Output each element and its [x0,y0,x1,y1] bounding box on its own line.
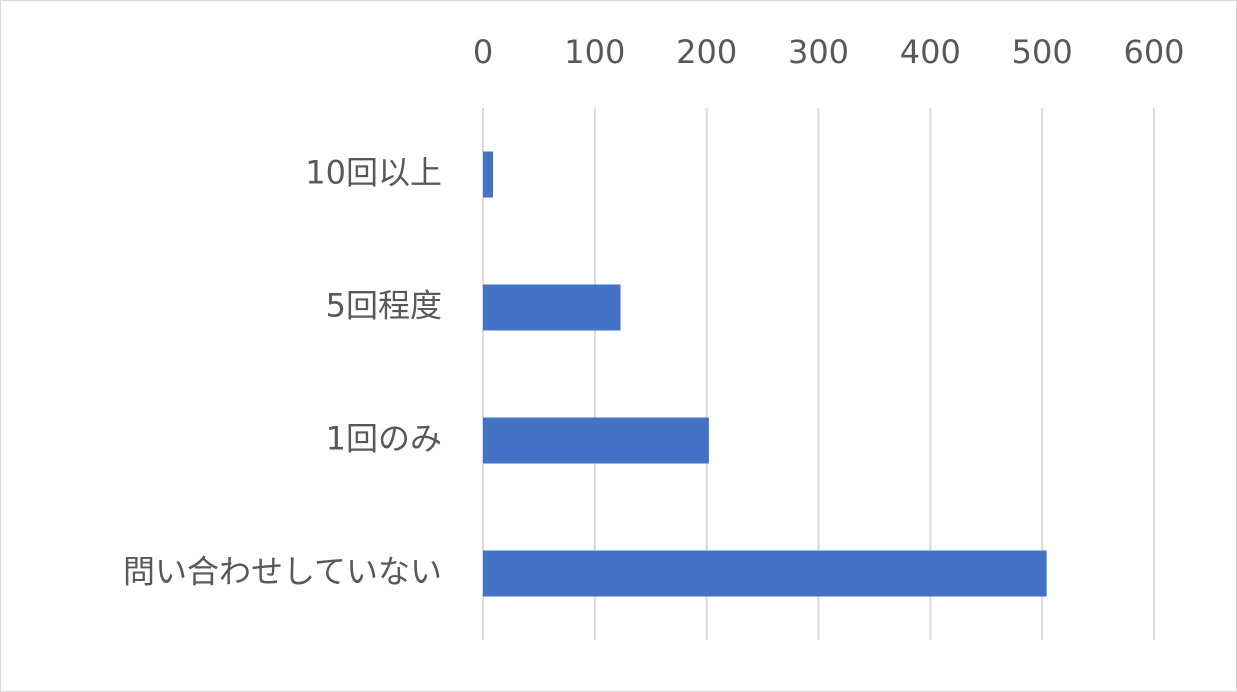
x-tick-label: 400 [900,33,961,71]
bar [483,417,709,464]
x-tick-label: 300 [788,33,849,71]
y-tick-label: 問い合わせしていない [123,553,442,591]
bar [483,550,1047,597]
y-tick-label: 5回程度 [326,287,442,325]
bar [483,151,494,198]
x-tick-label: 0 [473,33,493,71]
y-tick-label: 10回以上 [305,154,442,192]
x-tick-label: 600 [1123,33,1184,71]
x-tick-label: 100 [564,33,625,71]
y-tick-label: 1回のみ [326,420,442,458]
bar [483,284,621,331]
x-tick-label: 500 [1012,33,1073,71]
x-tick-label: 200 [676,33,737,71]
